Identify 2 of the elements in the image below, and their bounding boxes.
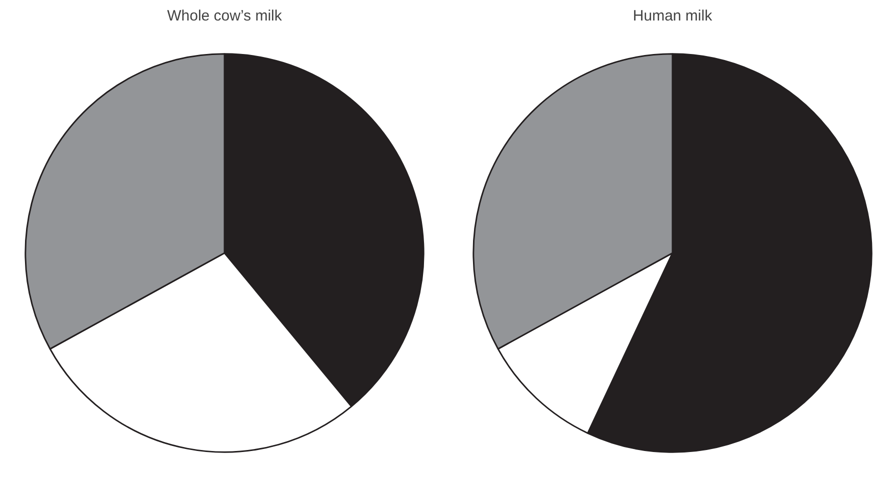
chart-title: Human milk [632, 8, 713, 24]
chart-title: Whole cow’s milk [167, 8, 282, 24]
